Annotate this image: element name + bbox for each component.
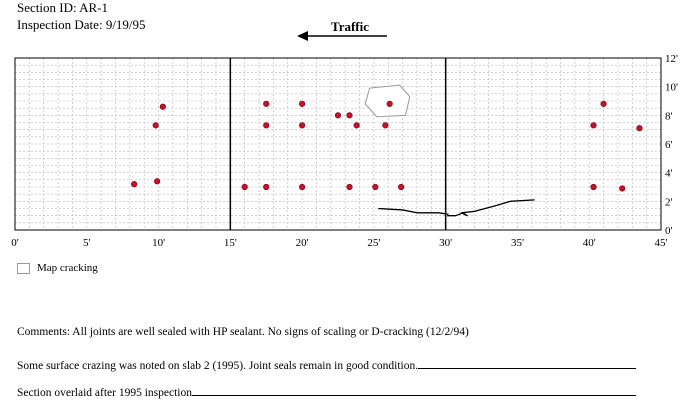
x-tick-label: 5' (83, 237, 91, 249)
x-tick-label: 10' (152, 237, 165, 249)
inspection-date-label: Inspection Date: (17, 17, 103, 32)
crack-line (378, 207, 449, 215)
x-tick-label: 40' (583, 237, 596, 249)
distress-point (241, 183, 248, 191)
comment-line-3-blank (192, 383, 637, 396)
distress-point (382, 122, 389, 129)
map-cracking-legend-swatch (17, 263, 30, 274)
comment-line-2: Some surface crazing was noted on slab 2… (17, 356, 637, 372)
distress-point (263, 100, 270, 107)
distress-point (619, 185, 626, 192)
distress-point (263, 183, 270, 191)
distress-point (346, 112, 353, 119)
x-tick-label: 15' (224, 237, 237, 249)
map-cracking-area (364, 84, 411, 118)
map-cracking-legend-label: Map cracking (37, 262, 98, 274)
distress-point (636, 125, 643, 132)
x-tick-label: 45' (655, 237, 668, 249)
y-tick-label: 10' (665, 82, 678, 94)
x-tick-label: 30' (439, 237, 452, 249)
comment-line-3-text: Section overlaid after 1995 inspection (17, 387, 193, 399)
traffic-arrow-icon (297, 31, 387, 41)
comment-line-3: Section overlaid after 1995 inspection (17, 383, 637, 399)
y-tick-label: 4' (665, 168, 673, 180)
comment-line-1: Comments: All joints are well sealed wit… (17, 326, 469, 338)
y-tick-label: 0' (665, 225, 673, 237)
distress-point (154, 178, 161, 185)
comment-line-2-blank (418, 356, 637, 369)
inspection-date-value: 9/19/95 (105, 17, 146, 32)
comment-line-2-text: Some surface crazing was noted on slab 2… (17, 360, 419, 372)
distress-point (353, 122, 360, 129)
crack-line (447, 199, 535, 217)
distress-point (590, 183, 597, 191)
distress-point (372, 183, 379, 191)
distress-point (398, 183, 405, 191)
distress-point (131, 181, 138, 188)
section-id: Section ID: AR-1 (17, 0, 108, 16)
y-tick-label: 12' (665, 53, 678, 65)
x-tick-label: 25' (367, 237, 380, 249)
inspection-date: Inspection Date: 9/19/95 (17, 17, 146, 33)
slab-outline (14, 57, 662, 231)
distress-point (600, 100, 607, 107)
distress-point (386, 100, 393, 107)
distress-point (159, 103, 166, 110)
section-id-label: Section ID: (17, 0, 77, 15)
distress-point (299, 100, 306, 107)
x-tick-label: 0' (11, 237, 19, 249)
distress-point (299, 183, 306, 191)
traffic-label: Traffic (331, 19, 370, 34)
distress-point (263, 122, 270, 129)
x-tick-label: 20' (296, 237, 309, 249)
y-tick-label: 6' (665, 139, 673, 151)
distress-point (590, 122, 597, 129)
section-id-value: AR-1 (79, 0, 109, 15)
y-tick-label: 8' (665, 110, 673, 122)
distress-point (299, 122, 306, 129)
distress-point (152, 122, 159, 129)
distress-point (346, 183, 353, 191)
x-tick-label: 35' (511, 237, 524, 249)
y-tick-label: 2' (665, 196, 673, 208)
distress-point (334, 112, 342, 119)
